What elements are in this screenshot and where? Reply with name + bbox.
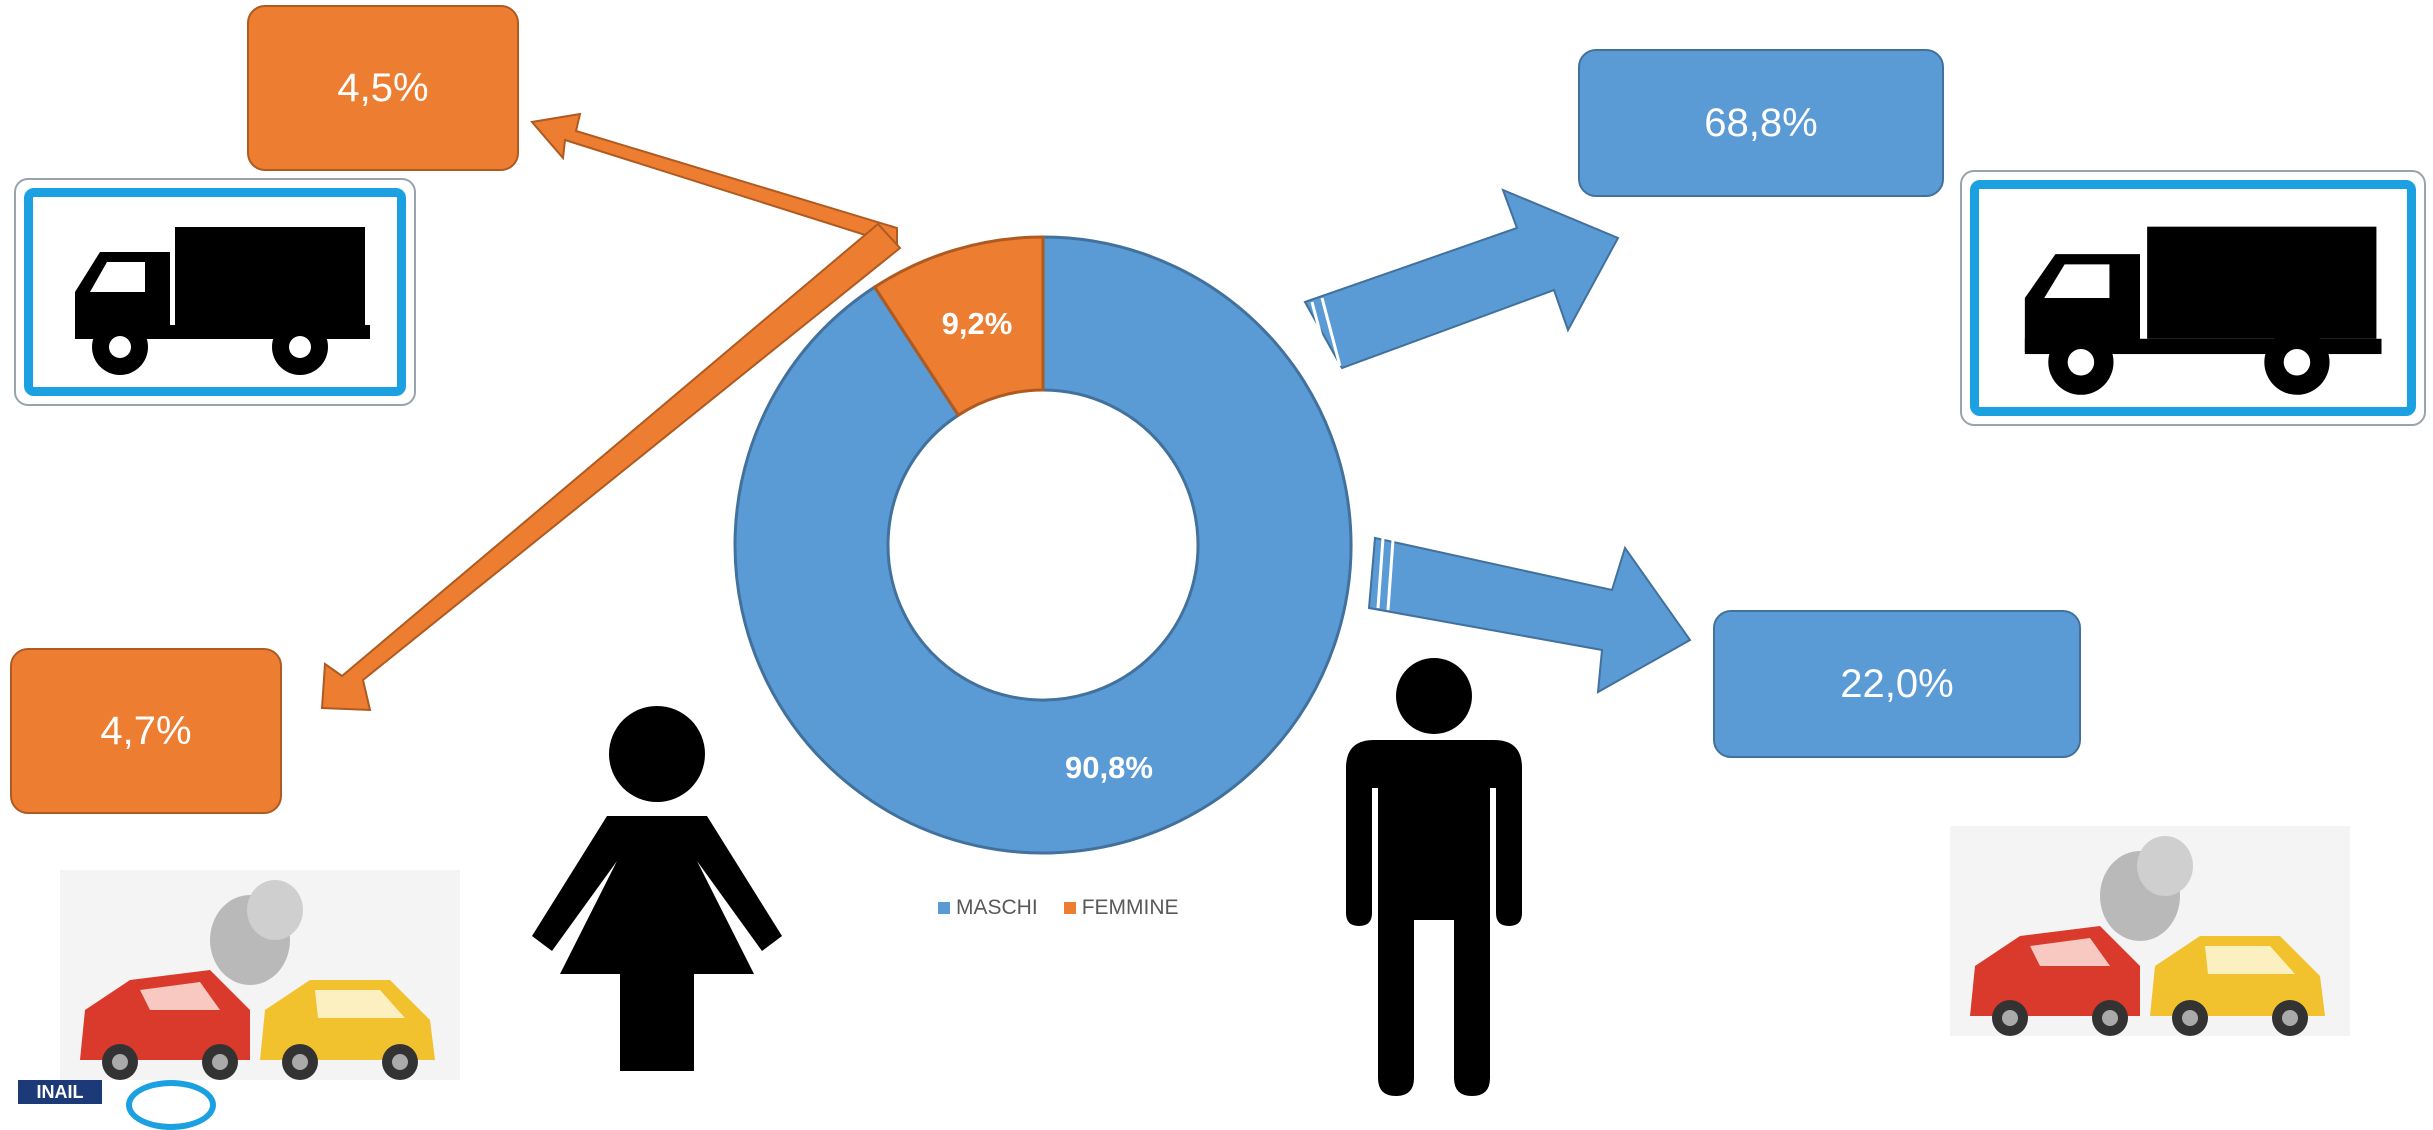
callout-maschi-top: 68,8% <box>1578 49 1944 197</box>
data-label-femmine: 9,2% <box>942 306 1013 341</box>
legend-item-femmine: FEMMINE <box>1063 896 1179 920</box>
legend-label-maschi: MASCHI <box>956 896 1038 919</box>
truck-sign-left <box>14 178 416 406</box>
woman-icon <box>532 706 782 1071</box>
emblem-logo <box>126 1080 216 1130</box>
doughnut-slice-femmine <box>872 235 1045 418</box>
arrow-maschi-top-stripe <box>1320 297 1342 367</box>
chart-legend: MASCHI FEMMINE <box>938 896 1179 920</box>
arrow-maschi-top <box>1303 188 1620 370</box>
inail-logo: INAIL <box>18 1080 102 1104</box>
infographic: 90,8% 9,2% 4,5% 4,7% 68,8% 22,0% <box>10 5 2426 1130</box>
inail-logo-text: INAIL <box>36 1081 84 1102</box>
truck-sign-right <box>1960 170 2426 426</box>
legend-label-femmine: FEMMINE <box>1081 896 1179 919</box>
doughnut-chart: 90,8% 9,2% <box>733 235 1353 855</box>
arrow-maschi-top-stripe <box>1310 301 1332 371</box>
data-label-maschi: 90,8% <box>1065 750 1153 785</box>
arrow-femmine-bottom <box>320 222 902 712</box>
legend-item-maschi: MASCHI <box>938 896 1038 920</box>
callout-maschi-bottom: 22,0% <box>1713 610 2081 758</box>
arrow-femmine-top <box>530 112 898 247</box>
arrows-layer <box>320 112 1692 712</box>
car-crash-icon <box>60 870 460 1080</box>
man-icon <box>1346 658 1522 1096</box>
arrow-maschi-bottom <box>1367 536 1692 694</box>
doughnut-slice-maschi <box>733 235 1353 855</box>
truck-icon <box>75 227 370 375</box>
callout-femmine-top: 4,5% <box>247 5 519 171</box>
arrow-maschi-bottom-stripe <box>1376 537 1385 609</box>
legend-swatch-maschi <box>938 902 950 914</box>
legend-swatch-femmine <box>1063 902 1076 914</box>
truck-icon <box>2024 226 2382 395</box>
callout-femmine-bottom: 4,7% <box>10 648 282 814</box>
arrow-maschi-bottom-stripe <box>1386 539 1395 611</box>
car-crash-icon <box>1950 826 2350 1036</box>
